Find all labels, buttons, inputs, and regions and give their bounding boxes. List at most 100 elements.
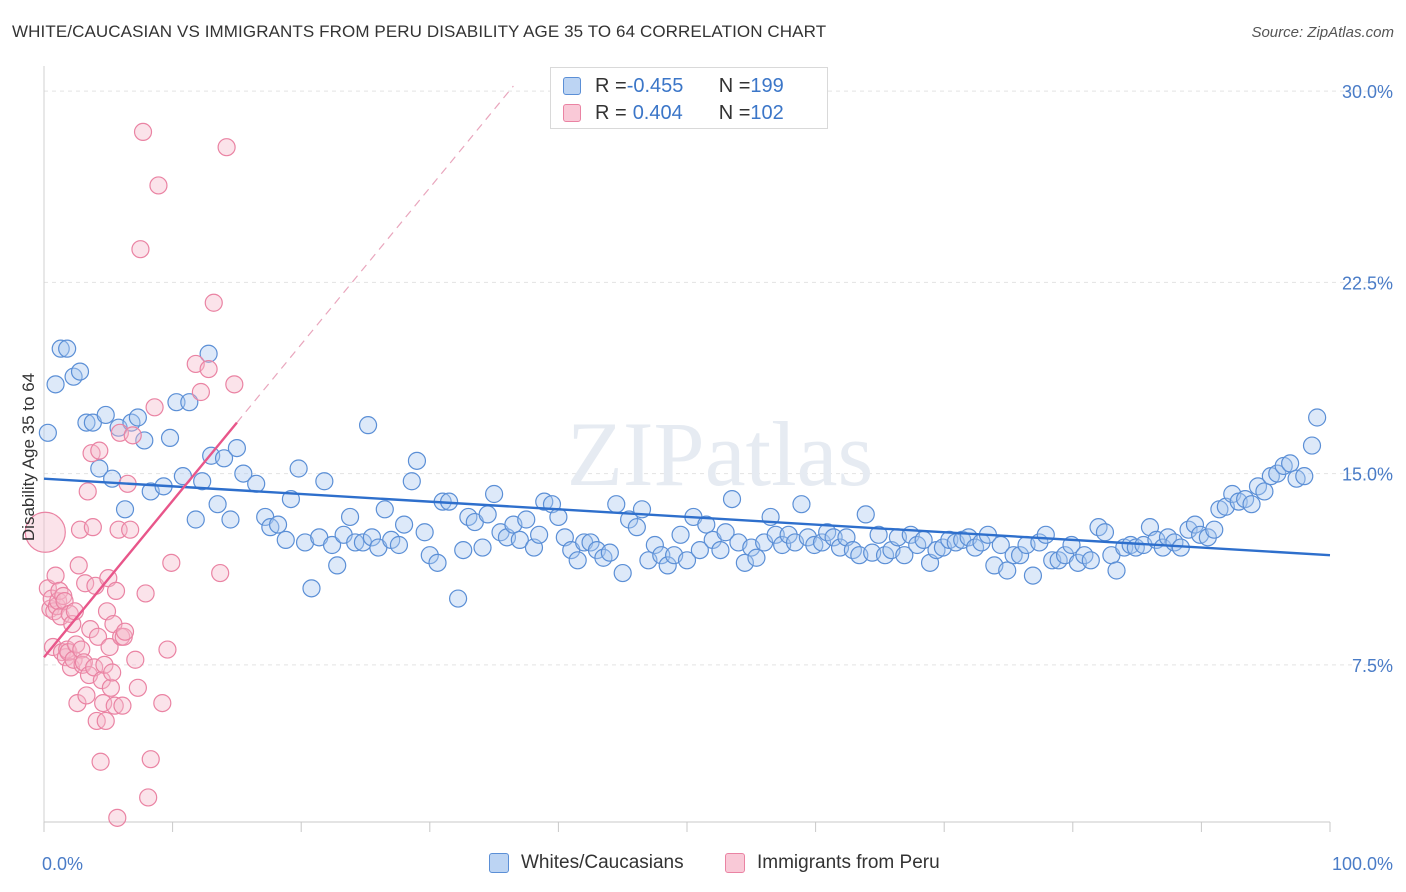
legend-item-whites: Whites/Caucasians (489, 852, 684, 874)
white-point (1153, 538, 1172, 557)
white-point (697, 515, 716, 534)
white-point (530, 525, 549, 544)
peru-point (162, 553, 181, 572)
r-value: 0.404 (632, 101, 683, 124)
white-point (128, 408, 147, 427)
chart-title: WHITE/CAUCASIAN VS IMMIGRANTS FROM PERU … (12, 22, 827, 41)
legend-item-peru: Immigrants from Peru (725, 852, 940, 874)
white-point (448, 589, 468, 608)
white-point (407, 451, 427, 470)
white-point (671, 525, 690, 544)
white-point (1205, 520, 1224, 539)
peru-point (199, 359, 218, 379)
series-legend: Whites/Caucasians Immigrants from Peru (0, 852, 1406, 878)
peru-point (81, 620, 100, 639)
white-point (135, 431, 154, 450)
axis-layer (43, 66, 1331, 832)
peru-point (123, 426, 142, 445)
white-point (766, 525, 785, 544)
peru-point (141, 750, 160, 769)
white-point (1255, 482, 1274, 501)
r-label: R = (595, 101, 627, 124)
white-point (227, 439, 246, 458)
white-point (1095, 523, 1115, 542)
white-point (394, 515, 414, 534)
white-point (38, 423, 57, 442)
white-point (549, 507, 568, 527)
white-point (747, 548, 766, 567)
white-point (315, 472, 334, 491)
white-point (613, 563, 632, 583)
white-point (46, 375, 65, 394)
white-point (234, 464, 253, 483)
white-point (600, 543, 619, 562)
peru-point (94, 693, 113, 713)
peru-point (121, 520, 140, 539)
y-tick-label: 7.5% (1352, 656, 1393, 676)
white-point (869, 525, 888, 544)
n-label: N = (718, 101, 751, 124)
white-point (70, 362, 90, 381)
white-point (812, 533, 832, 552)
white-point (473, 538, 492, 557)
white-point (115, 500, 135, 519)
white-point (221, 510, 240, 529)
white-point (607, 495, 626, 514)
peru-point (106, 581, 126, 601)
peru-point (204, 293, 223, 312)
peru-point (153, 693, 172, 713)
trend-layer (43, 85, 1331, 658)
white-point (96, 405, 115, 425)
white-point (1242, 495, 1261, 514)
white-trend-line (43, 477, 1331, 557)
white-point (998, 561, 1017, 580)
peru-point (225, 375, 244, 394)
legend-label: Immigrants from Peru (757, 852, 940, 873)
n-label: N = (718, 74, 751, 97)
peru-point (78, 482, 97, 501)
peru-point (139, 788, 158, 807)
white-point (895, 546, 914, 565)
peru-point (90, 441, 109, 460)
white-point (340, 507, 360, 527)
pink-swatch-icon (725, 853, 745, 873)
peru-point (103, 663, 122, 682)
white-point (1036, 525, 1055, 544)
white-point (1004, 546, 1023, 565)
white-point (193, 472, 212, 491)
white-point (289, 459, 308, 478)
white-point (1081, 551, 1100, 570)
peru-point (91, 752, 110, 771)
white-point (1302, 436, 1322, 455)
legend-label: Whites/Caucasians (521, 852, 684, 873)
white-point (716, 523, 735, 542)
white-point (658, 556, 677, 575)
white-point (358, 416, 378, 435)
white-point (856, 505, 875, 524)
white-point (295, 533, 315, 552)
chart-source: Source: ZipAtlas.com (1251, 24, 1394, 41)
peru-point (96, 711, 115, 731)
peru-point (126, 650, 145, 669)
peru-point (108, 808, 127, 827)
white-point (208, 495, 227, 514)
white-point (1023, 566, 1043, 585)
n-value: 199 (750, 74, 784, 97)
peru-point (131, 240, 150, 259)
white-point (180, 393, 199, 412)
white-point (276, 530, 295, 550)
grid-layer (44, 90, 1392, 666)
white-point (1107, 561, 1126, 580)
white-point (568, 551, 587, 570)
peru-point (46, 566, 65, 585)
peru-point (67, 635, 86, 654)
white-point (677, 551, 697, 570)
y-tick-label: 15.0% (1342, 465, 1393, 485)
white-point (1281, 454, 1300, 473)
peru-point (101, 678, 120, 697)
peru-point (133, 122, 153, 141)
peru-trend-line (43, 421, 238, 658)
ticks-layer: 7.5% 15.0% 22.5% 30.0% 0.0% 100.0% (42, 82, 1393, 874)
peru-point (88, 627, 108, 646)
